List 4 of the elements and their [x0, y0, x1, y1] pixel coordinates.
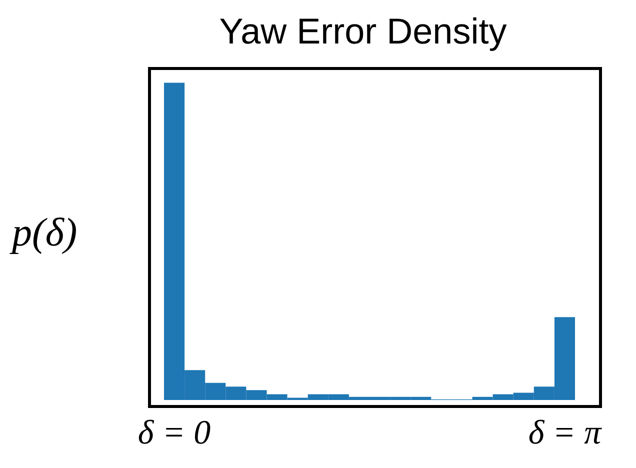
y-axis-title: p(δ)	[9, 210, 78, 254]
chart-title: Yaw Error Density	[219, 10, 507, 52]
x-tick-label: δ = 0	[138, 414, 211, 452]
x-tick-label: δ = π	[528, 414, 602, 452]
